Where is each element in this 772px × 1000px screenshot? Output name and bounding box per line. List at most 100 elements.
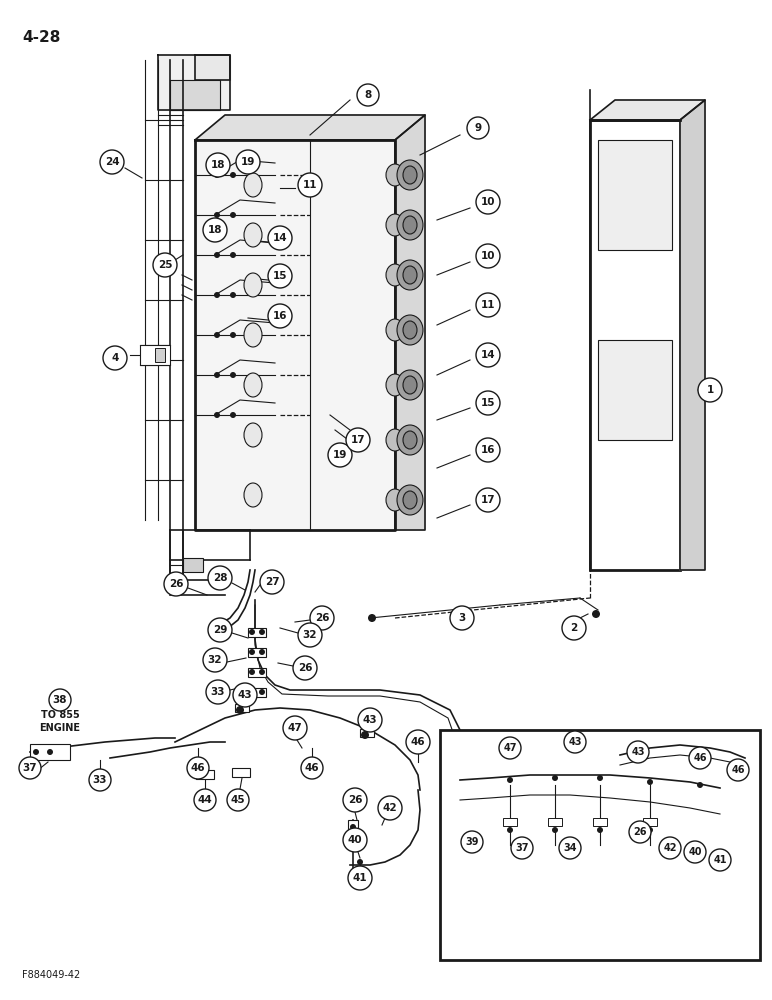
- Text: 2: 2: [571, 623, 577, 633]
- Circle shape: [214, 252, 220, 258]
- Text: 25: 25: [157, 260, 172, 270]
- Polygon shape: [195, 115, 425, 140]
- Circle shape: [230, 172, 236, 178]
- Text: TO 3406: TO 3406: [458, 933, 503, 943]
- Circle shape: [511, 837, 533, 859]
- Circle shape: [507, 819, 513, 825]
- Circle shape: [249, 629, 255, 635]
- Text: 43: 43: [238, 690, 252, 700]
- Circle shape: [507, 827, 513, 833]
- Bar: [598, 340, 672, 440]
- Circle shape: [249, 689, 255, 695]
- Circle shape: [233, 683, 257, 707]
- Circle shape: [348, 866, 372, 890]
- Text: 4: 4: [111, 353, 119, 363]
- Circle shape: [230, 372, 236, 378]
- Ellipse shape: [386, 489, 404, 511]
- Circle shape: [552, 819, 558, 825]
- Bar: [235, 704, 249, 712]
- Circle shape: [268, 304, 292, 328]
- Text: 26: 26: [633, 827, 647, 837]
- Ellipse shape: [397, 210, 423, 240]
- Ellipse shape: [403, 376, 417, 394]
- Text: 18: 18: [208, 225, 222, 235]
- Circle shape: [230, 252, 236, 258]
- Text: 18: 18: [211, 160, 225, 170]
- Bar: [593, 818, 607, 826]
- Circle shape: [552, 775, 558, 781]
- Text: 19: 19: [241, 157, 256, 167]
- Circle shape: [592, 610, 600, 618]
- Circle shape: [507, 777, 513, 783]
- Circle shape: [260, 570, 284, 594]
- Circle shape: [476, 244, 500, 268]
- Text: ENGINE: ENGINE: [39, 723, 80, 733]
- Text: 33: 33: [93, 775, 107, 785]
- Circle shape: [301, 757, 323, 779]
- Circle shape: [697, 782, 703, 788]
- Circle shape: [597, 819, 603, 825]
- Circle shape: [357, 84, 379, 106]
- Bar: [248, 628, 266, 637]
- Circle shape: [230, 332, 236, 338]
- Circle shape: [298, 623, 322, 647]
- Circle shape: [230, 212, 236, 218]
- Text: 4-28: 4-28: [22, 30, 60, 45]
- Circle shape: [552, 827, 558, 833]
- Polygon shape: [195, 55, 230, 80]
- Text: 40: 40: [347, 835, 362, 845]
- Circle shape: [208, 618, 232, 642]
- Bar: [348, 820, 358, 834]
- Ellipse shape: [403, 266, 417, 284]
- Circle shape: [268, 264, 292, 288]
- Circle shape: [268, 226, 292, 250]
- Circle shape: [629, 821, 651, 843]
- Text: 43: 43: [631, 747, 645, 757]
- Text: 47: 47: [288, 723, 303, 733]
- Circle shape: [259, 629, 265, 635]
- Text: 37: 37: [515, 843, 529, 853]
- Polygon shape: [158, 55, 230, 110]
- Circle shape: [283, 716, 307, 740]
- Text: 41: 41: [713, 855, 726, 865]
- Circle shape: [49, 689, 71, 711]
- Circle shape: [328, 443, 352, 467]
- Circle shape: [564, 731, 586, 753]
- Circle shape: [214, 212, 220, 218]
- Ellipse shape: [386, 214, 404, 236]
- Text: 33: 33: [211, 687, 225, 697]
- Circle shape: [647, 779, 653, 785]
- Circle shape: [559, 837, 581, 859]
- Circle shape: [47, 749, 53, 755]
- Circle shape: [647, 819, 653, 825]
- Text: 11: 11: [303, 180, 317, 190]
- Circle shape: [378, 796, 402, 820]
- Bar: [140, 345, 170, 365]
- Ellipse shape: [397, 160, 423, 190]
- Polygon shape: [395, 115, 425, 530]
- Text: 42: 42: [383, 803, 398, 813]
- Text: 26: 26: [347, 795, 362, 805]
- Text: 19: 19: [333, 450, 347, 460]
- Bar: [183, 558, 203, 572]
- Text: 9: 9: [475, 123, 482, 133]
- Text: 14: 14: [273, 233, 287, 243]
- Text: 29: 29: [213, 625, 227, 635]
- Circle shape: [368, 614, 376, 622]
- Polygon shape: [680, 100, 705, 570]
- Text: 27: 27: [265, 577, 279, 587]
- Circle shape: [597, 775, 603, 781]
- Bar: [248, 668, 266, 677]
- Text: TO 855: TO 855: [41, 710, 80, 720]
- Bar: [598, 140, 672, 250]
- Circle shape: [293, 656, 317, 680]
- Ellipse shape: [386, 374, 404, 396]
- Circle shape: [461, 831, 483, 853]
- Circle shape: [476, 488, 500, 512]
- Bar: [548, 818, 562, 826]
- Text: F884049-42: F884049-42: [22, 970, 80, 980]
- Text: 3: 3: [459, 613, 466, 623]
- Text: 11: 11: [481, 300, 496, 310]
- Circle shape: [230, 292, 236, 298]
- Circle shape: [709, 849, 731, 871]
